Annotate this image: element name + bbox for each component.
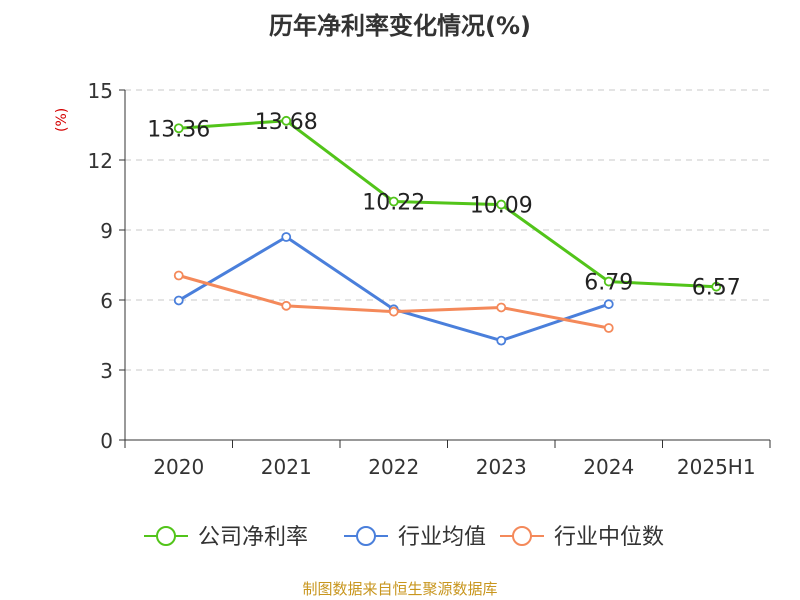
series-line-1: [178, 119, 717, 289]
y-tick-label: 15: [88, 79, 113, 103]
x-tick-label: 2025H1: [677, 455, 756, 479]
gridlines: [125, 89, 770, 371]
data-labels: 13.36 13.68 10.22 10.09 6.79 6.57: [147, 110, 740, 301]
y-tick-label: 0: [100, 429, 113, 453]
legend-label: 行业均值: [398, 525, 486, 550]
data-point: [173, 295, 184, 306]
data-point: [388, 196, 399, 207]
legend-label: 行业中位数: [554, 525, 664, 550]
series-line-2: [177, 235, 610, 343]
data-point: [603, 323, 614, 333]
data-point: [496, 302, 507, 313]
data-point: [173, 270, 184, 281]
chart-title: 历年净利率变化情况(%): [269, 12, 531, 40]
x-tick-label: 2023: [476, 455, 527, 479]
legend-marker: [156, 526, 176, 546]
axes: 0 3 6 9 12 15 2020 2021 2022 2023 2024 2025H1: [88, 79, 771, 479]
legend-marker: [512, 526, 532, 546]
data-point: [281, 300, 292, 311]
source-note: 制图数据来自恒生聚源数据库: [302, 580, 498, 598]
series-line-3: [178, 274, 610, 330]
data-point: [496, 199, 507, 210]
data-label: 6.57: [692, 276, 741, 301]
y-tick-label: 12: [88, 149, 113, 173]
data-point: [388, 306, 399, 317]
legend-item-2: 行业均值: [344, 525, 486, 550]
data-point: [603, 299, 614, 310]
data-label: 10.09: [470, 194, 533, 219]
x-tick-label: 2022: [368, 455, 419, 479]
x-tick-label: 2020: [153, 455, 204, 479]
legend-label: 公司净利率: [198, 525, 308, 550]
y-tick-label: 3: [100, 359, 113, 383]
legend-marker: [356, 526, 376, 546]
legend-item-1: 公司净利率: [144, 525, 308, 550]
data-point: [173, 123, 184, 134]
data-label: 6.79: [584, 271, 633, 296]
data-point: [281, 115, 292, 126]
data-label: 10.22: [362, 191, 425, 216]
data-label: 13.36: [147, 117, 210, 142]
data-point: [496, 335, 507, 346]
legend: 公司净利率 行业均值 行业中位数: [144, 525, 664, 550]
x-tick-label: 2021: [261, 455, 312, 479]
legend-item-3: 行业中位数: [500, 525, 664, 550]
y-tick-label: 6: [100, 289, 113, 313]
data-point: [281, 232, 292, 242]
data-point: [711, 281, 722, 292]
x-tick-label: 2024: [583, 455, 634, 479]
data-point: [603, 276, 614, 287]
series-layer: [173, 115, 722, 346]
data-label: 13.68: [255, 110, 318, 135]
y-tick-label: 9: [100, 219, 113, 243]
